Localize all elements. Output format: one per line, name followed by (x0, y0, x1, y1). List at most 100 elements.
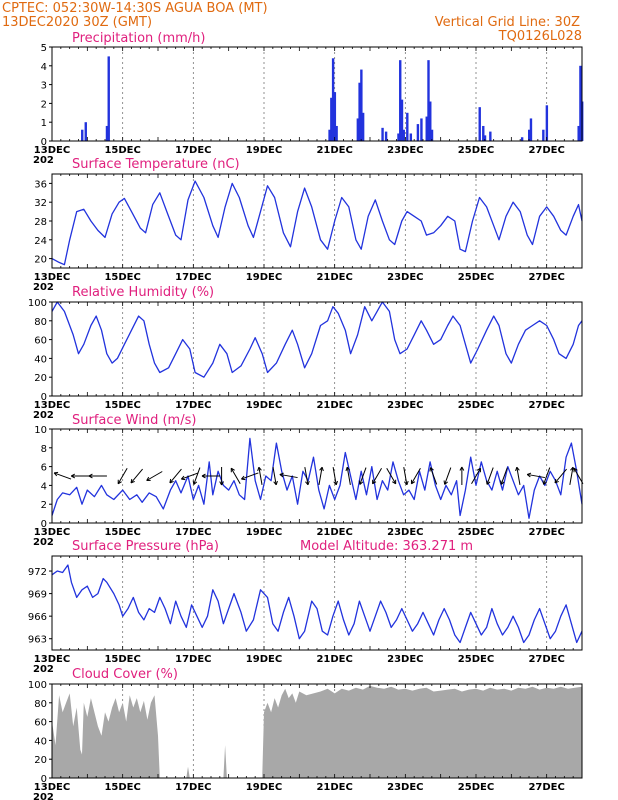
humidity-title: Relative Humidity (%) (72, 285, 214, 300)
wind-arrow-23 (403, 467, 409, 486)
precipitation-xtick-0: 13DEC (34, 145, 70, 156)
temperature-xtick-7: 27DEC (528, 272, 564, 283)
pressure-xtick-5: 23DEC (387, 654, 423, 665)
precipitation-year-fragment: 202 (33, 155, 54, 166)
cloud-cover-area (52, 685, 582, 778)
pressure-model-altitude: Model Altitude: 363.271 m (300, 539, 473, 554)
precipitation-ytick-0: 0 (41, 137, 47, 148)
temperature-ytick-3: 32 (34, 198, 47, 209)
precipitation-bar-13 (381, 127, 384, 141)
temperature-year-fragment: 202 (33, 282, 54, 293)
precipitation-bar-27 (478, 107, 481, 141)
precipitation-bar-17 (400, 99, 404, 141)
humidity-xtick-2: 17DEC (175, 400, 211, 411)
temperature-xtick-5: 23DEC (387, 272, 423, 283)
precipitation-bar-32 (528, 129, 531, 141)
pressure-title: Surface Pressure (hPa) (72, 539, 219, 554)
wind-xtick-3: 19DEC (246, 527, 282, 538)
panel-pressure: Surface Pressure (hPa) Model Altitude: 3… (28, 539, 583, 675)
cloud-cover-xtick-3: 19DEC (246, 782, 282, 793)
pressure-line (51, 564, 583, 644)
precipitation-xtick-2: 17DEC (175, 145, 211, 156)
precipitation-ytick-4: 4 (41, 62, 47, 73)
cloud-cover-ytick-3: 60 (34, 718, 47, 729)
wind-arrow-14 (272, 467, 278, 486)
cloud-cover-xtick-7: 27DEC (528, 782, 564, 793)
cloud-cover-ytick-2: 40 (34, 736, 47, 747)
precipitation-xtick-5: 23DEC (387, 145, 423, 156)
precipitation-bar-21 (416, 124, 420, 141)
cloud-cover-ytick-1: 20 (34, 755, 47, 766)
precipitation-plot: 0 1 2 3 4 5 13DEC 15DEC 17DEC 19DEC 21DEC 23DEC 25DE… (33, 43, 584, 166)
humidity-xtick-4: 21DEC (316, 400, 352, 411)
temperature-xtick-3: 19DEC (246, 272, 282, 283)
precipitation-ytick-5: 5 (41, 43, 47, 54)
precipitation-title: Precipitation (mm/h) (72, 31, 205, 46)
precipitation-bar-15 (397, 133, 400, 141)
wind-arrow-29 (485, 467, 494, 485)
precipitation-bar-22 (420, 118, 423, 141)
pressure-year-fragment: 202 (33, 664, 54, 675)
wind-arrow-24 (410, 467, 421, 485)
temperature-xtick-4: 21DEC (316, 272, 352, 283)
pressure-xtick-3: 19DEC (246, 654, 282, 665)
humidity-xtick-5: 23DEC (387, 400, 423, 411)
panel-wind: Surface Wind (m/s) 0 2 4 6 8 10 13DEC 15DEC 17DE… (33, 413, 584, 548)
wind-arrow-36 (573, 467, 584, 485)
wind-arrow-0 (53, 471, 72, 480)
humidity-frame (51, 301, 583, 397)
wind-ytick-5: 10 (34, 425, 47, 436)
precipitation-ytick-1: 1 (41, 118, 47, 129)
humidity-ytick-4: 80 (34, 317, 47, 328)
humidity-xtick-7: 27DEC (528, 400, 564, 411)
humidity-ytick-0: 0 (41, 392, 47, 403)
precipitation-xtick-6: 25DEC (458, 145, 494, 156)
precipitation-bar-26 (430, 129, 434, 141)
cloud-cover-xtick-1: 15DEC (104, 782, 140, 793)
precipitation-bar-0 (81, 129, 84, 141)
precipitation-bar-9 (356, 118, 360, 141)
precipitation-bar-33 (529, 118, 533, 141)
wind-arrow-32 (526, 472, 546, 479)
precipitation-xtick-7: 27DEC (528, 145, 564, 156)
wind-ytick-4: 8 (41, 444, 47, 455)
wind-arrow-9 (201, 473, 220, 479)
humidity-line (51, 301, 583, 378)
precipitation-bar-18 (402, 129, 405, 141)
wind-xtick-1: 15DEC (104, 527, 140, 538)
precipitation-bar-29 (483, 135, 487, 141)
humidity-ytick-1: 20 (34, 373, 47, 384)
humidity-plot: 0 20 40 60 80 100 13DEC 15DEC 17DEC 19DEC 21DEC 23D… (28, 298, 583, 421)
wind-xtick-7: 27DEC (528, 527, 564, 538)
precipitation-bar-1 (84, 122, 87, 141)
temperature-xtick-6: 25DEC (458, 272, 494, 283)
wind-arrow-31 (515, 466, 521, 485)
precipitation-bar-6 (331, 58, 335, 141)
cloud-cover-ytick-5: 100 (28, 680, 47, 691)
humidity-xtick-6: 25DEC (458, 400, 494, 411)
precipitation-frame (51, 46, 583, 142)
precipitation-bar-19 (406, 112, 409, 141)
humidity-ytick-2: 40 (34, 354, 47, 365)
wind-arrow-20 (358, 467, 367, 485)
wind-arrow-10 (219, 467, 224, 486)
wind-arrow-16 (304, 467, 310, 486)
precipitation-bar-14 (384, 131, 388, 141)
pressure-ytick-2: 969 (28, 590, 47, 601)
panel-cloud-cover: Cloud Cover (%) 0 20 40 60 80 100 13DEC 15DEC 17… (28, 667, 583, 800)
wind-arrow-17 (318, 466, 324, 485)
pressure-xtick-0: 13DEC (34, 654, 70, 665)
wind-arrow-13 (257, 466, 263, 485)
precipitation-xtick-4: 21DEC (316, 145, 352, 156)
wind-arrow-4 (130, 468, 143, 484)
precipitation-bar-5 (330, 97, 333, 141)
wind-xtick-6: 25DEC (458, 527, 494, 538)
precipitation-bar-12 (361, 112, 365, 141)
precipitation-xtick-3: 19DEC (246, 145, 282, 156)
wind-arrow-27 (459, 466, 465, 485)
pressure-xtick-4: 21DEC (316, 654, 352, 665)
cloud-cover-ytick-0: 0 (41, 774, 47, 785)
precipitation-bar-25 (429, 101, 432, 141)
cloud-cover-title: Cloud Cover (%) (72, 667, 178, 682)
pressure-xtick-6: 25DEC (458, 654, 494, 665)
